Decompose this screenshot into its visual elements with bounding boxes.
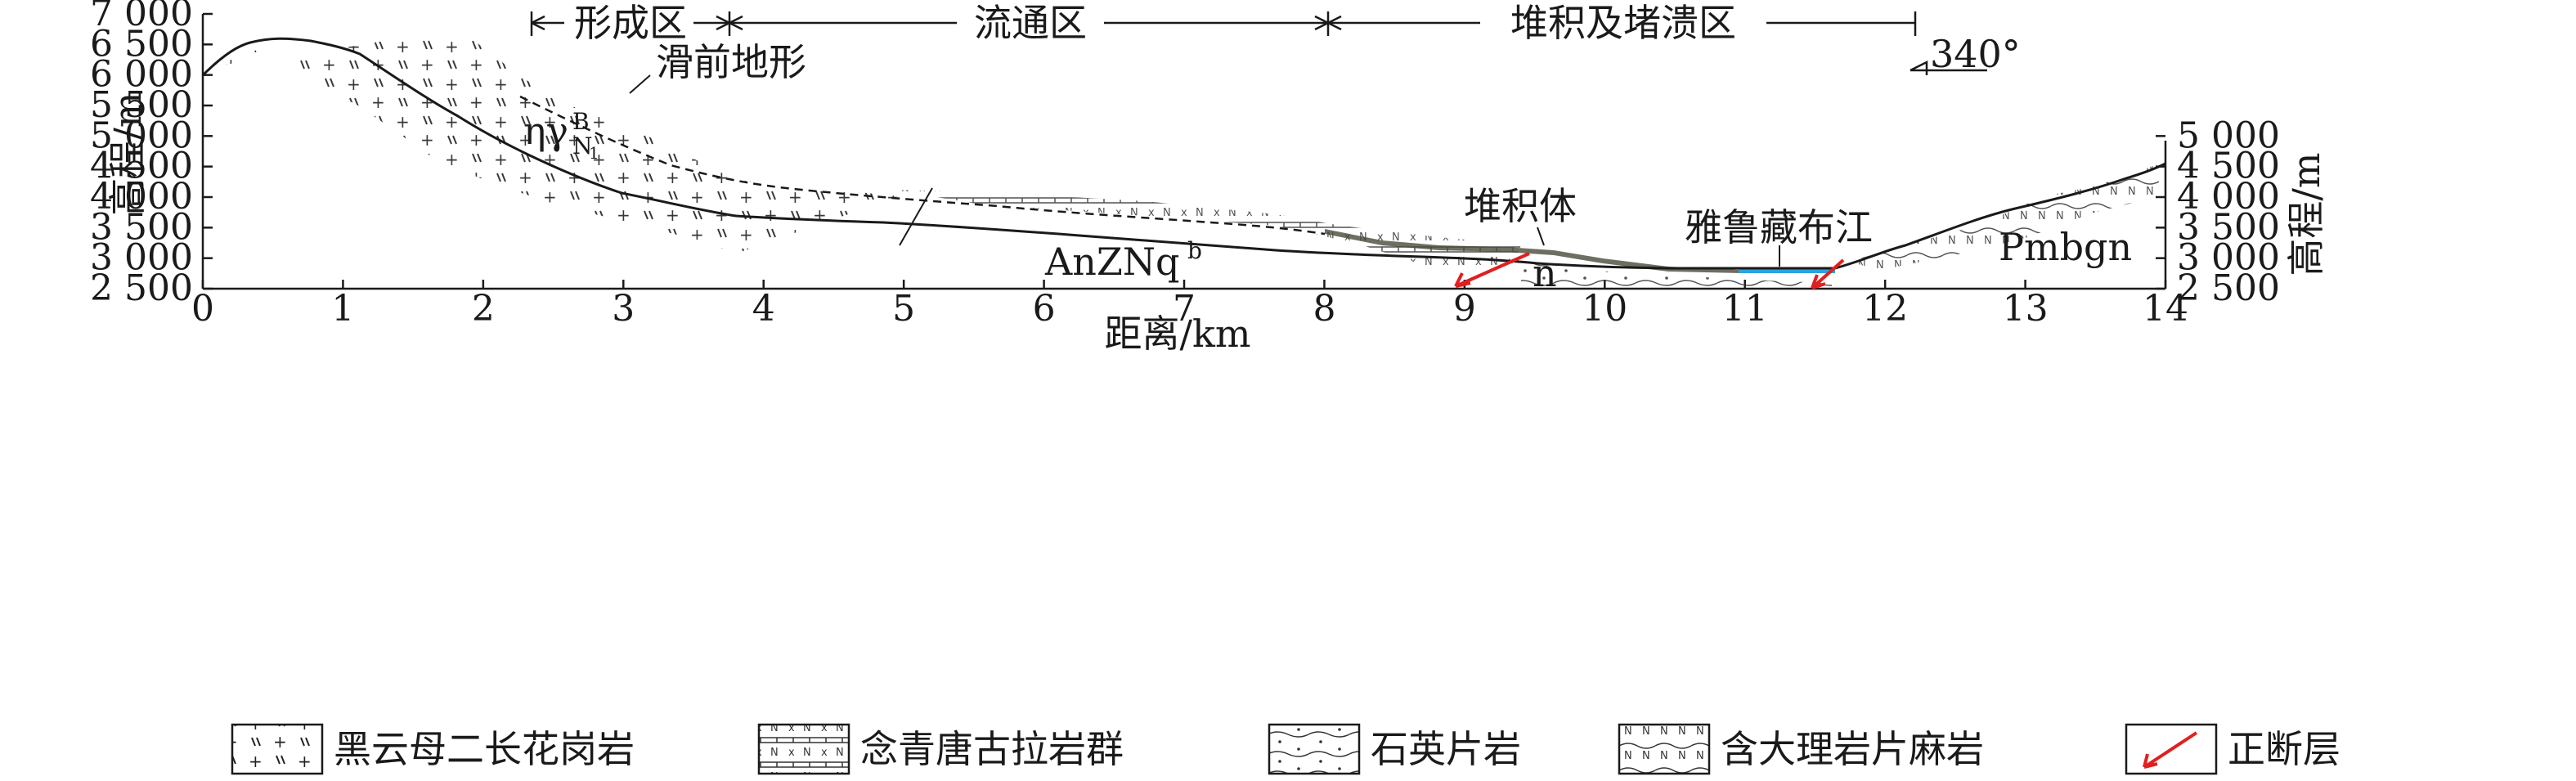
y-right-tick-label: 4 000 <box>2177 176 2280 218</box>
legend-swatch <box>1618 723 1711 775</box>
legend-label: 正断层 <box>2228 727 2340 771</box>
y-right-tick-label: 3 000 <box>2177 237 2280 279</box>
y-left-tick-label: 2 500 <box>90 267 193 309</box>
label-granite-unit: ηγ B N 1 <box>523 108 599 163</box>
y-left-tick-label: 6 500 <box>90 23 193 65</box>
y-left-tick-label: 3 500 <box>90 206 193 248</box>
y-right-tick-label: 5 000 <box>2177 114 2280 156</box>
legend-label: 石英片岩 <box>1371 727 1521 771</box>
x-tick-label: 2 <box>472 288 495 330</box>
y-left-tick-label: 3 000 <box>90 237 193 279</box>
schist-body <box>1521 262 1832 289</box>
pre-slide-terrain-line <box>519 95 1326 236</box>
x-tick-label: 3 <box>612 288 635 330</box>
pre-slide-leader <box>629 74 651 94</box>
x-tick-label: 8 <box>1313 288 1335 330</box>
deposit-leader <box>1537 227 1545 246</box>
y-axis-label-left: 高程/m <box>105 92 150 215</box>
x-tick-label: 5 <box>892 288 915 330</box>
y-right-tick-label: 3 500 <box>2177 206 2280 248</box>
x-tick-label: 14 <box>2143 288 2188 330</box>
y-left-tick-label: 7 000 <box>90 0 193 34</box>
svg-text:340°: 340° <box>1930 32 2021 76</box>
gneiss-body <box>1848 164 2159 270</box>
label-pmbgn: Pmbgn <box>1999 225 2132 269</box>
x-tick-label: 9 <box>1453 288 1476 330</box>
geology-layers <box>204 36 2159 289</box>
x-axis-label: 距离/km <box>1105 312 1251 356</box>
label-nyainqentanglha-unit: AnZNq b <box>1044 237 1202 284</box>
y-left-tick-label: 6 000 <box>90 54 193 96</box>
label-river: 雅鲁藏布江 <box>1685 205 1873 249</box>
zone-markers <box>530 11 1917 36</box>
fault-icon <box>2143 731 2198 769</box>
y-left-tick-label: 4 000 <box>90 176 193 218</box>
legend-label: 含大理岩片麻岩 <box>1721 727 1984 771</box>
legend-swatch <box>2125 723 2218 775</box>
legend-item-granite: 黑云母二长花岗岩 <box>231 723 635 775</box>
x-tick-label: 6 <box>1033 288 1056 330</box>
zone-deposition: 堆积及堵溃区 <box>1510 1 1736 45</box>
x-tick-label: 1 <box>331 288 354 330</box>
label-deposit: 堆积体 <box>1464 184 1577 228</box>
x-tick-label: 12 <box>1862 288 1908 330</box>
legend-swatch <box>1268 723 1361 775</box>
deposit-body <box>1325 229 1742 273</box>
y-right-tick-label: 2 500 <box>2177 267 2280 309</box>
svg-text:B: B <box>572 108 590 135</box>
x-tick-label: 10 <box>1582 288 1627 330</box>
terrain-profile <box>201 37 2166 270</box>
orientation-marker: 340° <box>1910 32 2021 76</box>
y-left-tick-label: 4 500 <box>90 146 193 187</box>
granite-body <box>204 36 900 254</box>
svg-text:N: N <box>572 132 593 159</box>
legend-swatch <box>231 723 324 775</box>
y-left-tick-label: 5 000 <box>90 114 193 156</box>
label-pre-slide-terrain: 滑前地形 <box>656 40 806 84</box>
x-ticks: 0 1 2 3 4 5 6 7 8 9 10 11 12 13 14 <box>191 280 2188 330</box>
y-left-tick-label: 5 500 <box>90 84 193 126</box>
legend: 黑云母二长花岗岩 念青唐古拉岩群 石英片岩 含大理岩片麻岩 正断层 <box>231 723 2340 775</box>
x-tick-label: 13 <box>2003 288 2049 330</box>
zone-formation: 形成区 <box>574 1 687 45</box>
legend-item-schist: 石英片岩 <box>1268 723 1521 775</box>
nyainqentanglha-body <box>891 190 1521 270</box>
legend-label: 念青唐古拉岩群 <box>860 727 1124 771</box>
svg-text:ηγ: ηγ <box>523 109 568 153</box>
contact-line <box>899 187 933 246</box>
x-tick-label: 11 <box>1722 288 1768 330</box>
x-tick-label: 7 <box>1173 288 1196 330</box>
y-axis-label-right: 高程/m <box>2284 152 2328 276</box>
legend-item-gneiss: 含大理岩片麻岩 <box>1618 723 1984 775</box>
svg-text:1: 1 <box>589 143 599 163</box>
y-right-tick-label: 4 500 <box>2177 146 2280 187</box>
legend-swatch <box>757 723 850 775</box>
legend-label: 黑云母二长花岗岩 <box>334 727 635 771</box>
x-tick-label: 4 <box>752 288 775 330</box>
legend-item-nyainqentanglha: 念青唐古拉岩群 <box>757 723 1124 775</box>
zone-transport: 流通区 <box>974 1 1087 45</box>
label-n: n <box>1533 251 1557 295</box>
x-tick-label: 0 <box>191 288 214 330</box>
legend-item-fault: 正断层 <box>2125 723 2340 775</box>
svg-text:b: b <box>1187 237 1202 264</box>
fault-lines <box>1454 252 1845 290</box>
svg-text:AnZNq: AnZNq <box>1044 240 1180 284</box>
